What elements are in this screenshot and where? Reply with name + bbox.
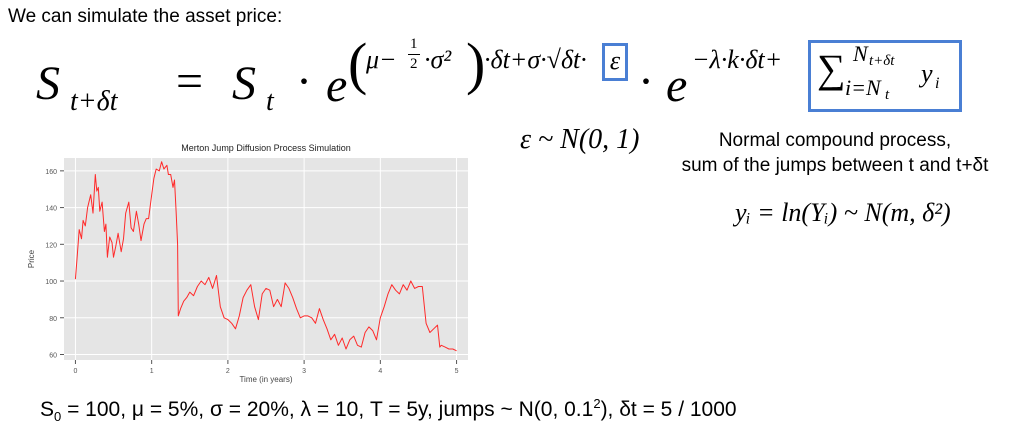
price-formula: S t+δt = S t · e ( μ− 1 2 ·σ² ) ·δt+σ·√δ… xyxy=(36,31,1016,128)
equals-sign: = xyxy=(176,55,204,108)
open-paren: ( xyxy=(348,31,368,96)
exp-base-2: e xyxy=(666,59,688,112)
x-tick-label: 5 xyxy=(455,368,459,375)
epsilon-distribution: ε ~ N(0, 1) xyxy=(520,124,640,155)
param-s-sub: 0 xyxy=(54,409,62,425)
param-text-1: = 100, μ = 5%, σ = 20%, λ = 10, T = 5y, … xyxy=(61,398,594,421)
sum-sign: ∑ xyxy=(817,46,846,91)
exp1-half-num: 1 xyxy=(410,36,418,52)
compound-line-1: Normal compound process, xyxy=(718,130,952,151)
param-s-symbol: S xyxy=(40,398,55,421)
epsilon-box: ε xyxy=(602,43,628,81)
chart-title: Merton Jump Diffusion Process Simulation xyxy=(181,143,350,153)
lhs-subscript: t+δt xyxy=(70,86,118,117)
merton-chart: 60 80 100 120 140 160 0 1 2 3 4 5 Merton Jump Diffus… xyxy=(20,140,486,386)
sum-lower-sub: t xyxy=(885,87,890,103)
y-tick-label: 100 xyxy=(45,279,57,286)
compound-process-note: Normal compound process, sum of the jump… xyxy=(660,128,1010,178)
y-tick-label: 140 xyxy=(45,206,57,213)
exp1-mu: μ− xyxy=(366,45,397,74)
yi-distribution: yᵢ = ln(Yᵢ) ~ N(m, δ²) xyxy=(735,198,951,227)
y-tick-label: 120 xyxy=(45,242,57,249)
exp2-text: −λ·k·δt+ xyxy=(692,45,783,74)
x-tick-label: 4 xyxy=(378,368,382,375)
x-axis-label: Time (in years) xyxy=(239,375,292,384)
st-symbol: S xyxy=(232,57,256,110)
lhs-symbol: S xyxy=(36,57,60,110)
y-axis-label: Price xyxy=(27,249,36,268)
y-tick-label: 160 xyxy=(45,169,57,176)
sum-term: y xyxy=(921,59,933,88)
exp1-frac-bar xyxy=(408,54,420,55)
x-tick-label: 3 xyxy=(302,368,306,375)
sum-upper-sub: t+δt xyxy=(869,53,895,69)
plot-area xyxy=(64,158,468,360)
exp1-sigma2: ·σ² xyxy=(424,45,452,74)
parameters-line: S0 = 100, μ = 5%, σ = 20%, λ = 10, T = 5… xyxy=(40,396,737,424)
jump-sum-box: ∑ N t+δt i=N t y i xyxy=(808,40,962,112)
sum-term-sub: i xyxy=(935,75,940,92)
exp-base-1: e xyxy=(326,59,348,112)
exp1-half-den: 2 xyxy=(410,56,418,72)
param-sup: 2 xyxy=(593,396,601,411)
price-series-line xyxy=(74,161,457,352)
y-tick-label: 80 xyxy=(49,316,57,323)
close-paren: ) xyxy=(466,31,486,96)
param-text-2: ), δt = 5 / 1000 xyxy=(600,398,737,421)
intro-text: We can simulate the asset price: xyxy=(8,6,283,27)
y-tick-label: 60 xyxy=(49,352,57,359)
x-tick-label: 2 xyxy=(226,368,230,375)
chart-svg: 60 80 100 120 140 160 0 1 2 3 4 5 Merton Jump Diffus… xyxy=(27,143,468,384)
sum-lower: i=N xyxy=(845,75,881,100)
dot-operator: · xyxy=(296,55,312,108)
sum-upper: N xyxy=(853,41,868,66)
dot-operator-2: · xyxy=(638,55,654,108)
exp1-rest: ·δt+σ·√δt· xyxy=(484,45,587,74)
compound-line-2: sum of the jumps between t and t+δt xyxy=(681,155,989,176)
st-subscript: t xyxy=(266,86,274,117)
x-tick-label: 0 xyxy=(73,368,77,375)
x-tick-label: 1 xyxy=(150,368,154,375)
